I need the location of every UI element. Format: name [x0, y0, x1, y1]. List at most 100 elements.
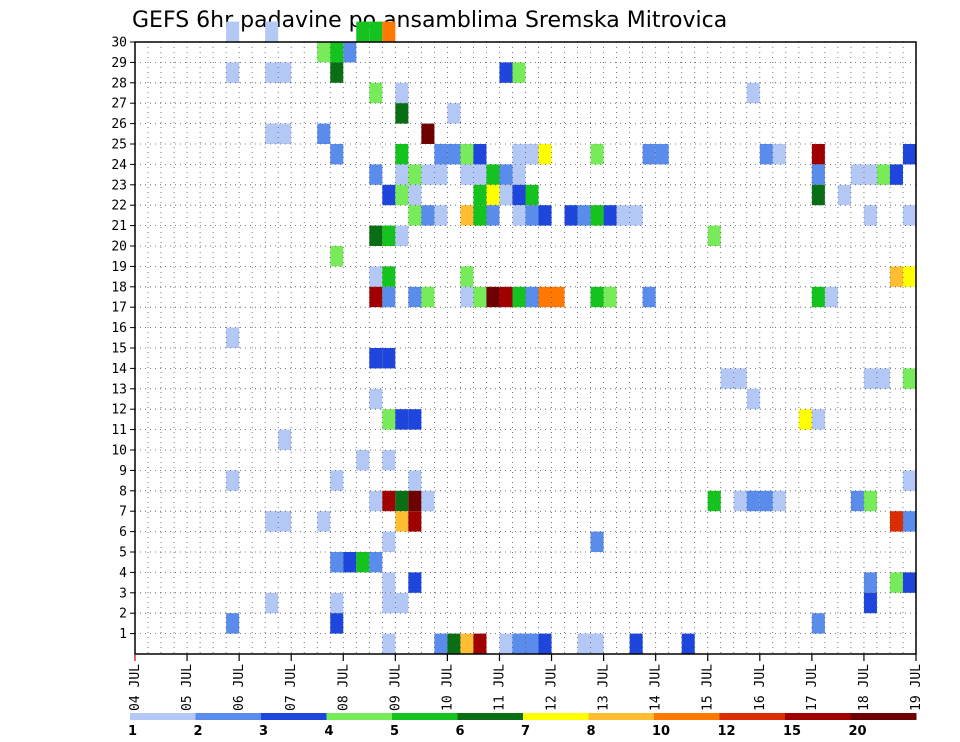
- heatmap-cell: [265, 22, 278, 42]
- heatmap-cell: [773, 144, 786, 164]
- y-tick-label: 19: [111, 260, 127, 275]
- colorbar-swatch: [458, 713, 524, 720]
- y-tick-label: 21: [111, 219, 127, 234]
- heatmap-cell: [656, 144, 669, 164]
- y-tick-label: 9: [119, 464, 127, 479]
- heatmap-cell: [317, 42, 330, 62]
- heatmap-cell: [890, 572, 903, 592]
- colorbar-swatch: [327, 713, 393, 720]
- colorbar-swatch: [196, 713, 262, 720]
- heatmap-cell: [395, 511, 408, 531]
- colorbar-label: 10: [652, 724, 670, 739]
- heatmap-cell: [408, 287, 421, 307]
- y-tick-label: 28: [111, 76, 127, 91]
- heatmap-cell: [512, 287, 525, 307]
- heatmap-cell: [460, 205, 473, 225]
- y-tick-label: 15: [111, 342, 127, 357]
- heatmap-cell: [903, 511, 916, 531]
- heatmap-cell: [317, 124, 330, 144]
- heatmap-cell: [369, 226, 382, 246]
- heatmap-cell: [851, 164, 864, 184]
- colorbar-swatch: [130, 713, 196, 720]
- heatmap-cell: [760, 491, 773, 511]
- y-tick-label: 10: [111, 444, 127, 459]
- heatmap-cell: [447, 103, 460, 123]
- heatmap-cell: [434, 144, 447, 164]
- heatmap-cell: [812, 409, 825, 429]
- heatmap-cell: [473, 205, 486, 225]
- heatmap-cell: [539, 287, 552, 307]
- heatmap-cell: [812, 185, 825, 205]
- heatmap-cell: [630, 205, 643, 225]
- heatmap-cell: [226, 470, 239, 490]
- heatmap-cell: [447, 634, 460, 654]
- colorbar-swatch: [523, 713, 589, 720]
- y-tick-label: 23: [111, 178, 127, 193]
- heatmap-cell: [643, 287, 656, 307]
- x-tick-label: 15 JUL: [701, 664, 716, 711]
- heatmap-cell: [799, 409, 812, 429]
- heatmap-cell: [382, 572, 395, 592]
- heatmap-cell: [630, 634, 643, 654]
- grid-lines: [135, 42, 916, 654]
- heatmap-cell: [890, 511, 903, 531]
- y-tick-label: 26: [111, 117, 127, 132]
- heatmap-cell: [330, 246, 343, 266]
- colorbar-label: 2: [194, 724, 203, 739]
- heatmap-cell: [382, 266, 395, 286]
- heatmap-cell: [760, 144, 773, 164]
- colorbar-swatch: [589, 713, 655, 720]
- y-tick-label: 6: [119, 525, 127, 540]
- y-tick-label: 24: [111, 158, 127, 173]
- heatmap-cell: [369, 287, 382, 307]
- heatmap-cell: [539, 144, 552, 164]
- heatmap-cell: [421, 287, 434, 307]
- heatmap-cell: [864, 572, 877, 592]
- heatmap-cell: [877, 368, 890, 388]
- heatmap-cell: [499, 634, 512, 654]
- x-tick-label: 08 JUL: [336, 664, 351, 711]
- heatmap-cell: [382, 185, 395, 205]
- heatmap-cell: [486, 164, 499, 184]
- heatmap-cell: [421, 491, 434, 511]
- heatmap-cell: [226, 22, 239, 42]
- y-tick-label: 12: [111, 403, 127, 418]
- heatmap-cell: [408, 164, 421, 184]
- heatmap-cell: [721, 368, 734, 388]
- heatmap-cell: [460, 287, 473, 307]
- heatmap-cell: [265, 593, 278, 613]
- heatmap-cell: [395, 491, 408, 511]
- heatmap-cell: [903, 470, 916, 490]
- heatmap-cell: [499, 164, 512, 184]
- heatmap-cell: [343, 552, 356, 572]
- heatmap-cell: [395, 593, 408, 613]
- heatmap-cell: [773, 491, 786, 511]
- heatmap-cell: [473, 144, 486, 164]
- heatmap-cell: [395, 164, 408, 184]
- heatmap-cell: [330, 62, 343, 82]
- heatmap-cell: [278, 62, 291, 82]
- heatmap-cell: [708, 226, 721, 246]
- heatmap-cell: [382, 348, 395, 368]
- y-tick-label: 11: [111, 423, 127, 438]
- heatmap-cell: [747, 389, 760, 409]
- x-tick-label: 09 JUL: [388, 664, 403, 711]
- heatmap-cell: [591, 532, 604, 552]
- heatmap-cell: [421, 205, 434, 225]
- heatmap-cell: [539, 634, 552, 654]
- y-tick-label: 14: [111, 362, 127, 377]
- heatmap-cell: [682, 634, 695, 654]
- heatmap-cell: [369, 348, 382, 368]
- y-tick-label: 13: [111, 382, 127, 397]
- heatmap-cell: [512, 185, 525, 205]
- heatmap-cell: [604, 287, 617, 307]
- heatmap-cell: [825, 287, 838, 307]
- heatmap-cell: [343, 42, 356, 62]
- heatmap-cell: [812, 144, 825, 164]
- heatmap-cell: [382, 22, 395, 42]
- heatmap-cell: [421, 124, 434, 144]
- colorbar-swatch: [851, 713, 917, 720]
- heatmap-cell: [903, 572, 916, 592]
- heatmap-cell: [473, 634, 486, 654]
- colorbar-label: 12: [718, 724, 736, 739]
